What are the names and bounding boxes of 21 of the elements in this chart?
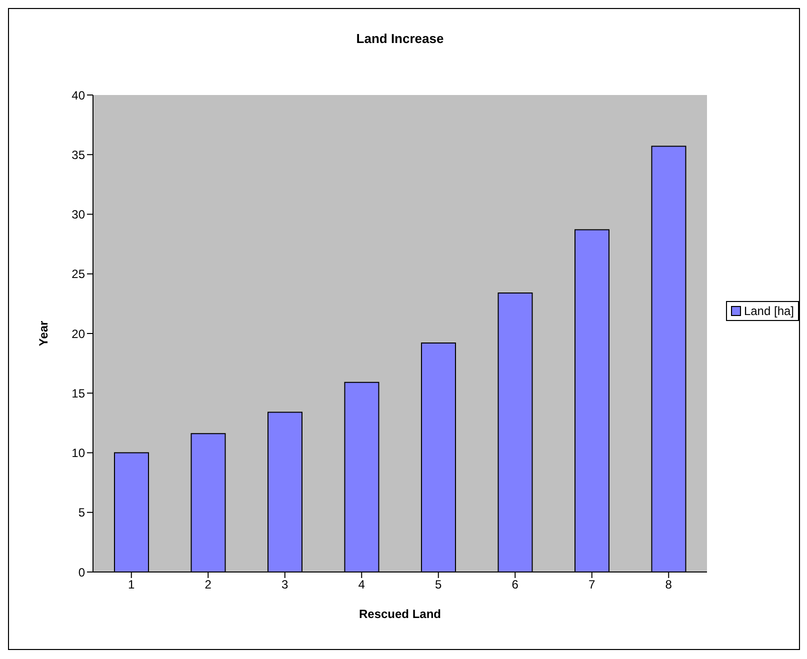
x-tick-label: 3 — [282, 578, 289, 592]
y-axis-title: Year — [36, 320, 50, 346]
x-tick-label: 1 — [128, 578, 136, 592]
y-tick-label: 25 — [72, 267, 86, 282]
x-tick-label: 5 — [435, 578, 442, 592]
x-tick-label: 7 — [588, 578, 596, 592]
y-tick-label: 5 — [78, 506, 86, 520]
x-tick-label: 8 — [665, 578, 672, 592]
y-tick-label: 40 — [72, 88, 86, 102]
y-tick-label: 0 — [78, 565, 86, 580]
y-tick-label: 30 — [72, 208, 86, 222]
y-tick-label: 20 — [72, 326, 86, 341]
y-tick-label: 15 — [72, 386, 86, 400]
legend-label: Land [ha] — [744, 304, 794, 318]
y-tick-label: 10 — [72, 446, 86, 460]
x-tick-label: 2 — [204, 578, 212, 592]
x-tick-label: 4 — [358, 578, 366, 592]
chart-title: Land Increase — [355, 31, 445, 46]
x-axis-title: Rescued Land — [358, 607, 442, 621]
x-tick-label: 6 — [512, 578, 519, 592]
y-tick-label: 35 — [72, 148, 86, 162]
